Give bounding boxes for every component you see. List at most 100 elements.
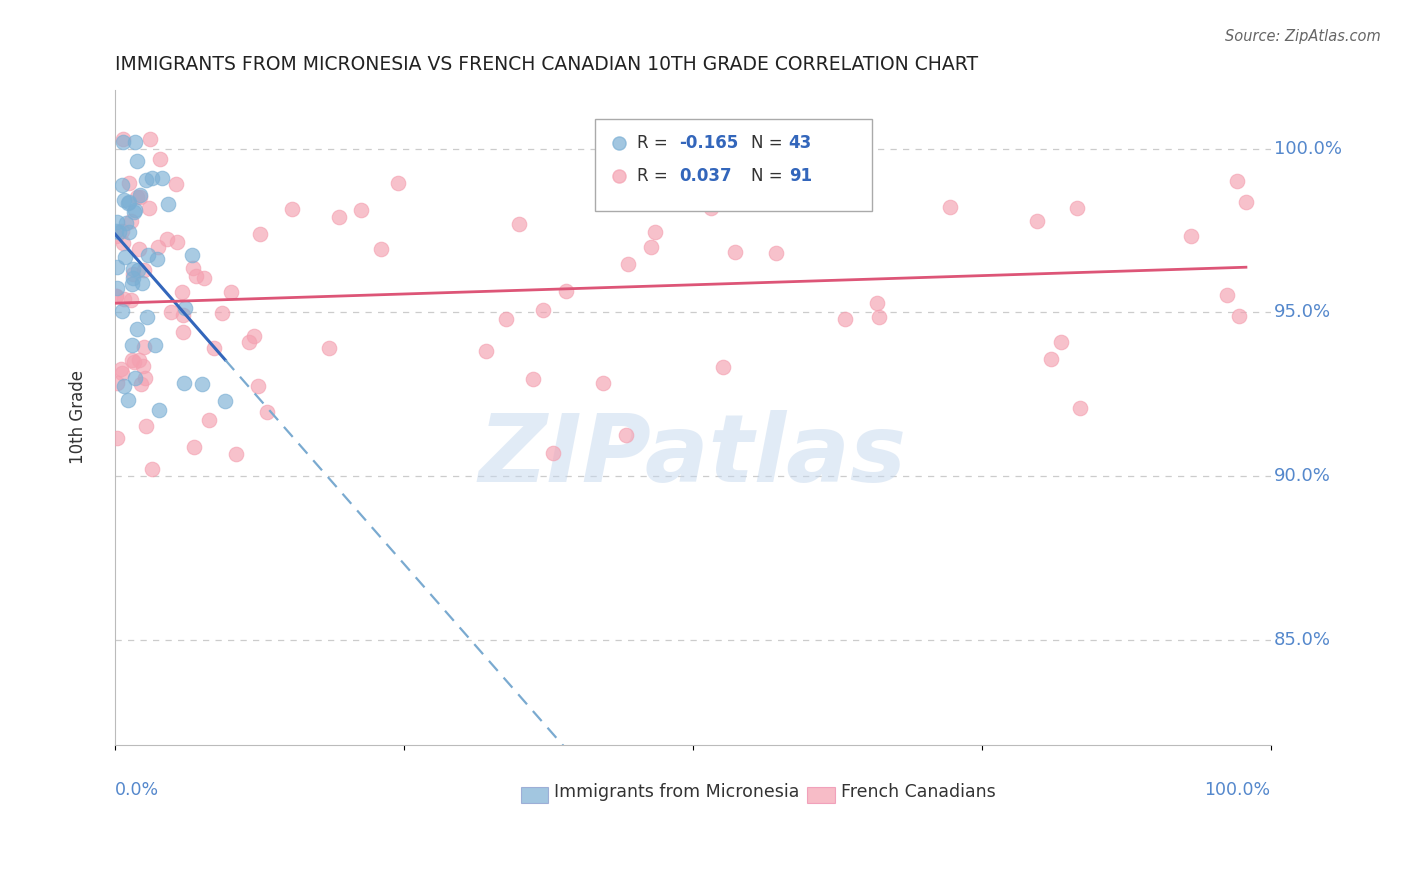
Point	[607, 574, 630, 588]
Point	[156, 196, 179, 211]
Point	[105, 215, 128, 229]
Point	[114, 250, 136, 264]
Point	[120, 214, 142, 228]
Point	[554, 285, 576, 299]
Point	[117, 194, 139, 209]
Point	[198, 413, 221, 427]
Point	[132, 263, 155, 277]
Point	[132, 340, 155, 354]
Text: 100.0%: 100.0%	[1274, 139, 1341, 158]
Point	[1050, 334, 1073, 349]
Point	[508, 217, 530, 231]
Point	[1227, 309, 1250, 323]
Point	[166, 235, 188, 249]
Point	[128, 243, 150, 257]
Point	[474, 343, 496, 358]
Point	[125, 190, 148, 204]
Point	[1180, 229, 1202, 244]
Text: R =: R =	[637, 135, 673, 153]
Point	[118, 176, 141, 190]
Point	[105, 376, 128, 391]
Point	[350, 202, 373, 217]
Point	[765, 246, 787, 260]
Text: 95.0%: 95.0%	[1274, 303, 1331, 321]
Point	[202, 341, 225, 355]
Point	[1234, 194, 1257, 209]
Point	[592, 376, 614, 390]
Point	[131, 276, 153, 290]
Point	[243, 329, 266, 343]
Point	[114, 194, 136, 208]
Point	[105, 228, 128, 243]
Text: French Canadians: French Canadians	[841, 782, 995, 801]
Text: ZIPatlas: ZIPatlas	[479, 410, 907, 502]
Point	[146, 252, 169, 267]
Point	[148, 403, 170, 417]
Point	[172, 325, 194, 339]
Point	[112, 293, 135, 307]
Text: 90.0%: 90.0%	[1274, 467, 1331, 485]
Point	[107, 260, 129, 275]
Point	[172, 308, 194, 322]
Point	[238, 335, 260, 350]
Point	[543, 446, 565, 460]
Text: IMMIGRANTS FROM MICRONESIA VS FRENCH CANADIAN 10TH GRADE CORRELATION CHART: IMMIGRANTS FROM MICRONESIA VS FRENCH CAN…	[115, 55, 979, 74]
Point	[644, 225, 666, 239]
Point	[111, 135, 134, 149]
Point	[640, 239, 662, 253]
Point	[173, 301, 195, 315]
Point	[121, 338, 143, 352]
Point	[105, 281, 128, 295]
Point	[711, 359, 734, 374]
Point	[193, 271, 215, 285]
Point	[851, 172, 873, 186]
Text: N =: N =	[751, 135, 787, 153]
Point	[155, 232, 177, 246]
Point	[184, 268, 207, 283]
Point	[141, 171, 163, 186]
Point	[1069, 401, 1091, 416]
Point	[138, 201, 160, 215]
Text: Immigrants from Micronesia: Immigrants from Micronesia	[554, 782, 800, 801]
Point	[211, 306, 233, 320]
Point	[112, 235, 135, 250]
Point	[112, 379, 135, 393]
Point	[121, 262, 143, 277]
Point	[127, 262, 149, 277]
Point	[165, 177, 187, 191]
Point	[121, 277, 143, 291]
Text: 100.0%: 100.0%	[1205, 780, 1271, 798]
Point	[122, 355, 145, 369]
Point	[225, 447, 247, 461]
Point	[700, 202, 723, 216]
Point	[834, 312, 856, 326]
Point	[105, 431, 128, 445]
Point	[127, 154, 149, 169]
Point	[1039, 352, 1062, 367]
Point	[125, 322, 148, 336]
Point	[121, 353, 143, 368]
Point	[111, 178, 134, 193]
Text: 0.037: 0.037	[679, 167, 731, 185]
Point	[183, 440, 205, 454]
Point	[214, 393, 236, 408]
Point	[318, 341, 340, 355]
Point	[129, 189, 152, 203]
Point	[115, 216, 138, 230]
Point	[256, 405, 278, 419]
Point	[110, 362, 132, 376]
Point	[617, 257, 640, 271]
Point	[160, 305, 183, 319]
Point	[150, 170, 173, 185]
Point	[280, 202, 302, 216]
Point	[830, 131, 852, 145]
Point	[173, 376, 195, 390]
Point	[141, 461, 163, 475]
Point	[614, 427, 637, 442]
Point	[111, 303, 134, 318]
Point	[132, 359, 155, 373]
Point	[183, 260, 205, 275]
Text: 10th Grade: 10th Grade	[69, 370, 87, 464]
Point	[219, 285, 242, 300]
Point	[136, 248, 159, 262]
